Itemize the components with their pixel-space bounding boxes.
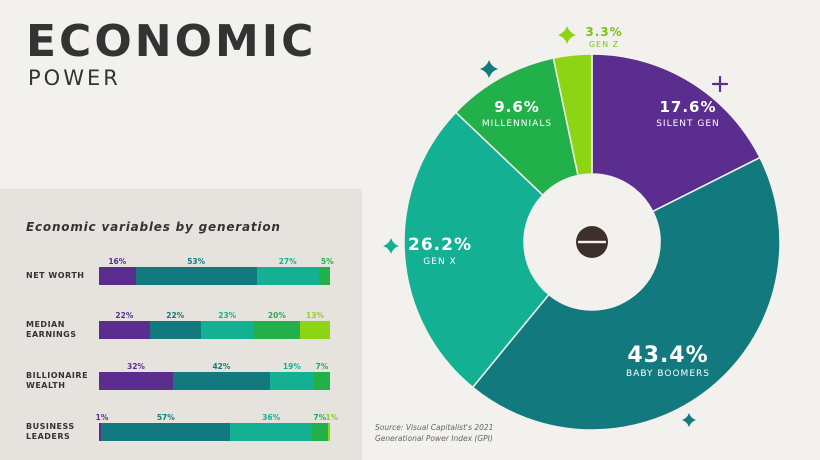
source-note: Source: Visual Capitalist's 2021 Generat… [375, 423, 493, 444]
slice-label-gen-z: GEN Z [589, 40, 619, 49]
slice-label-gen-x: GEN X [423, 257, 456, 267]
bar-value-labels: 1% 57% 36% 7% 1% [95, 413, 339, 423]
coin-icon [576, 226, 608, 258]
bar-value-label: 32% [126, 362, 145, 371]
bar-value-labels: 32% 42% 19% 7% [99, 362, 330, 372]
bar-segment [256, 267, 319, 285]
bar-value-label: 13% [306, 311, 324, 320]
row-label: MEDIAN EARNINGS [26, 320, 77, 339]
row-label: BILLIONAIRE WEALTH [26, 371, 89, 390]
bar-value-label: 1% [325, 413, 339, 422]
slice-value-silent-gen: 17.6% [659, 98, 716, 116]
bar-segment [99, 372, 173, 390]
bar-segment [269, 372, 314, 390]
row-label: BUSINESS LEADERS [26, 422, 75, 441]
row-label: NET WORTH [26, 271, 85, 280]
bar-segment [99, 267, 136, 285]
stacked-bar [99, 321, 330, 339]
bar-value-label: 20% [267, 311, 286, 320]
panel-title: Economic variables by generation [26, 220, 281, 234]
slice-label-silent-gen: SILENT GEN [656, 119, 720, 129]
bar-value-label: 7% [315, 362, 329, 371]
bar-segment [313, 372, 330, 390]
slice-value-millennials: 9.6% [494, 98, 540, 116]
sparkle-icon [480, 60, 498, 78]
bar-segment [311, 423, 328, 441]
slice-label-baby-boomers: BABY BOOMERS [626, 369, 710, 379]
bar-segment [99, 423, 102, 441]
plus-icon [711, 75, 729, 93]
bar-segment [299, 321, 330, 339]
bar-segment [230, 423, 312, 441]
bar-segment [318, 267, 330, 285]
bar-value-labels: 16% 53% 27% 5% [99, 257, 333, 267]
slice-value-baby-boomers: 43.4% [627, 343, 708, 368]
bar-segment [327, 423, 330, 441]
bar-segment [253, 321, 300, 339]
bar-segment [200, 321, 254, 339]
bar-value-label: 27% [278, 257, 297, 266]
bar-segment [172, 372, 270, 390]
bar-value-label: 53% [187, 257, 206, 266]
bar-value-label: 1% [95, 413, 109, 422]
bar-value-label: 16% [108, 257, 127, 266]
stacked-bar [99, 267, 330, 285]
page-title: ECONOMIC [26, 16, 317, 67]
bar-value-label: 22% [166, 311, 185, 320]
bar-value-label: 57% [156, 413, 175, 422]
sparkle-icon [682, 413, 696, 427]
slice-value-gen-x: 26.2% [408, 235, 472, 255]
bar-value-label: 5% [320, 257, 334, 266]
bar-segment [101, 423, 231, 441]
bar-value-label: 7% [313, 413, 327, 422]
bar-segment [149, 321, 201, 339]
source-line-1: Source: Visual Capitalist's 2021 [375, 423, 494, 432]
page-subtitle: POWER [28, 66, 121, 90]
sparkle-icon [383, 238, 399, 254]
sparkle-icon [558, 26, 576, 44]
bar-segment [135, 267, 257, 285]
stacked-bar [99, 423, 330, 441]
slice-label-millennials: MILLENNIALS [482, 119, 552, 129]
slice-value-gen-z: 3.3% [585, 25, 622, 39]
bar-value-labels: 22% 22% 23% 20% 13% [99, 311, 330, 321]
bar-value-label: 42% [212, 362, 231, 371]
variables-panel: Economic variables by generation NET WOR… [0, 189, 362, 460]
bar-value-label: 22% [115, 311, 134, 320]
stacked-bar [99, 372, 330, 390]
bar-value-label: 19% [282, 362, 301, 371]
bar-value-label: 23% [218, 311, 237, 320]
bar-segment [99, 321, 150, 339]
bar-value-label: 36% [262, 413, 281, 422]
source-line-2: Generational Power Index (GPI) [375, 433, 493, 443]
